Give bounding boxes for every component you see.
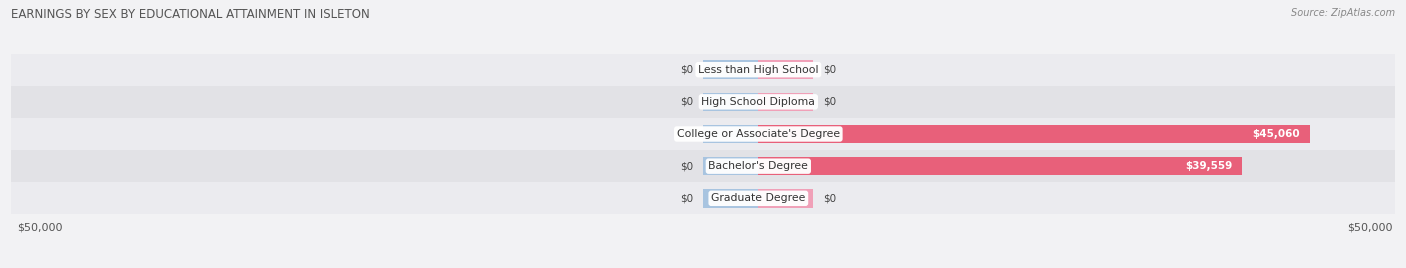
Bar (703, 189, 758, 208)
Bar (758, 189, 814, 208)
Bar (11, 86, 1395, 118)
Text: $0: $0 (681, 129, 693, 139)
Text: $45,060: $45,060 (1253, 129, 1301, 139)
Text: $0: $0 (823, 97, 837, 107)
Text: Less than High School: Less than High School (699, 65, 818, 75)
Text: High School Diploma: High School Diploma (702, 97, 815, 107)
Bar (758, 92, 814, 111)
Bar (758, 157, 1243, 176)
Text: Graduate Degree: Graduate Degree (711, 193, 806, 203)
Text: Source: ZipAtlas.com: Source: ZipAtlas.com (1291, 8, 1395, 18)
Bar (758, 125, 1310, 143)
Text: $0: $0 (823, 193, 837, 203)
Text: College or Associate's Degree: College or Associate's Degree (676, 129, 839, 139)
Text: $0: $0 (681, 97, 693, 107)
Text: $0: $0 (681, 65, 693, 75)
Text: Bachelor's Degree: Bachelor's Degree (709, 161, 808, 171)
Bar (703, 157, 758, 176)
Bar (11, 118, 1395, 150)
Bar (703, 125, 758, 143)
Bar (11, 54, 1395, 86)
Text: EARNINGS BY SEX BY EDUCATIONAL ATTAINMENT IN ISLETON: EARNINGS BY SEX BY EDUCATIONAL ATTAINMEN… (11, 8, 370, 21)
Bar (703, 92, 758, 111)
Text: $0: $0 (681, 193, 693, 203)
Text: $0: $0 (823, 65, 837, 75)
Bar (11, 182, 1395, 214)
Bar (11, 150, 1395, 182)
Text: $39,559: $39,559 (1185, 161, 1233, 171)
Bar (758, 60, 814, 79)
Bar (703, 60, 758, 79)
Text: $0: $0 (681, 161, 693, 171)
